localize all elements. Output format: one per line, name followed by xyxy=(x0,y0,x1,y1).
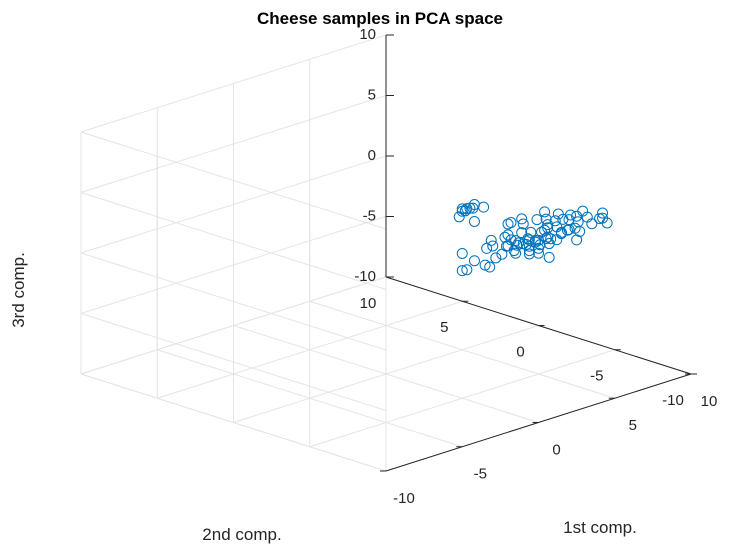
data-point xyxy=(517,218,529,230)
grid-line xyxy=(309,349,615,448)
grid xyxy=(80,34,692,472)
grid-line xyxy=(80,276,387,375)
data-point xyxy=(543,251,555,263)
data-point xyxy=(487,240,499,252)
z-tick-label: -10 xyxy=(354,268,376,285)
data-point xyxy=(577,205,589,217)
data-point xyxy=(539,206,551,218)
grid-line xyxy=(157,300,463,399)
data-point xyxy=(545,233,557,245)
grid-line xyxy=(80,155,387,254)
data-points xyxy=(453,199,613,277)
data-point xyxy=(456,203,468,215)
data-point xyxy=(496,248,508,260)
data-point xyxy=(586,218,598,230)
data-point xyxy=(565,209,577,221)
data-point xyxy=(534,239,546,251)
data-point xyxy=(523,248,535,260)
data-point xyxy=(456,205,468,217)
data-point xyxy=(601,217,613,229)
data-point xyxy=(522,233,534,245)
grid-line xyxy=(80,216,387,314)
data-point xyxy=(485,234,497,246)
data-point xyxy=(456,265,468,277)
y-tick-label: 0 xyxy=(516,343,524,360)
x-axis-label: 1st comp. xyxy=(563,518,637,537)
data-point xyxy=(569,222,581,234)
data-point xyxy=(505,217,517,229)
grid-line xyxy=(80,192,387,290)
chart-title: Cheese samples in PCA space xyxy=(257,9,503,28)
data-point xyxy=(552,208,564,220)
y-tick-label: -10 xyxy=(662,392,684,409)
data-point xyxy=(525,226,537,238)
data-point xyxy=(461,264,473,276)
y-tick-label: -5 xyxy=(590,368,603,385)
x-tick-label: -10 xyxy=(393,490,415,507)
data-point xyxy=(468,255,480,267)
data-point xyxy=(539,224,551,236)
data-point xyxy=(468,215,480,227)
data-point xyxy=(510,235,522,247)
data-point xyxy=(478,201,490,213)
data-point xyxy=(467,202,479,214)
data-point xyxy=(484,261,496,273)
data-point xyxy=(499,231,511,243)
grid-line xyxy=(80,34,387,133)
data-point xyxy=(453,211,465,223)
z-tick-label: 10 xyxy=(359,26,376,43)
data-point xyxy=(533,234,544,246)
data-point xyxy=(510,247,522,259)
x-tick-label: 0 xyxy=(552,441,560,458)
data-point xyxy=(490,252,502,264)
data-point xyxy=(561,224,573,236)
z-axis-label: 3rd comp. xyxy=(9,252,28,328)
data-point xyxy=(597,207,609,219)
grid-line xyxy=(233,325,539,423)
data-point xyxy=(531,214,543,226)
data-point xyxy=(540,232,552,244)
axes: -10 -5 0 5 10 -10 -5 0 5 10 -10 -5 0 5 10 xyxy=(354,26,717,507)
grid-line xyxy=(80,252,387,351)
data-point xyxy=(555,226,567,238)
data-point xyxy=(540,213,552,225)
x-tick-label: 10 xyxy=(701,393,718,410)
data-point xyxy=(542,219,554,231)
grid-line xyxy=(80,95,387,193)
grid-line xyxy=(80,373,387,472)
data-point xyxy=(516,213,528,225)
data-point xyxy=(563,214,575,226)
z-tick-label: 5 xyxy=(368,86,376,103)
data-point xyxy=(516,227,528,239)
data-point xyxy=(571,234,583,246)
z-tick-label: 0 xyxy=(368,147,376,164)
data-point xyxy=(523,234,535,246)
data-point xyxy=(456,247,468,259)
y-tick-label: 5 xyxy=(440,319,448,336)
y-axis-label: 2nd comp. xyxy=(202,525,281,544)
x-tick-label: 5 xyxy=(629,417,637,434)
grid-line xyxy=(80,313,387,411)
y-tick-label: 10 xyxy=(360,295,377,312)
x-tick-label: -5 xyxy=(474,466,487,483)
grid-line xyxy=(80,131,387,230)
data-point xyxy=(479,259,491,271)
data-point xyxy=(542,222,554,234)
z-tick-label: -5 xyxy=(363,207,376,224)
